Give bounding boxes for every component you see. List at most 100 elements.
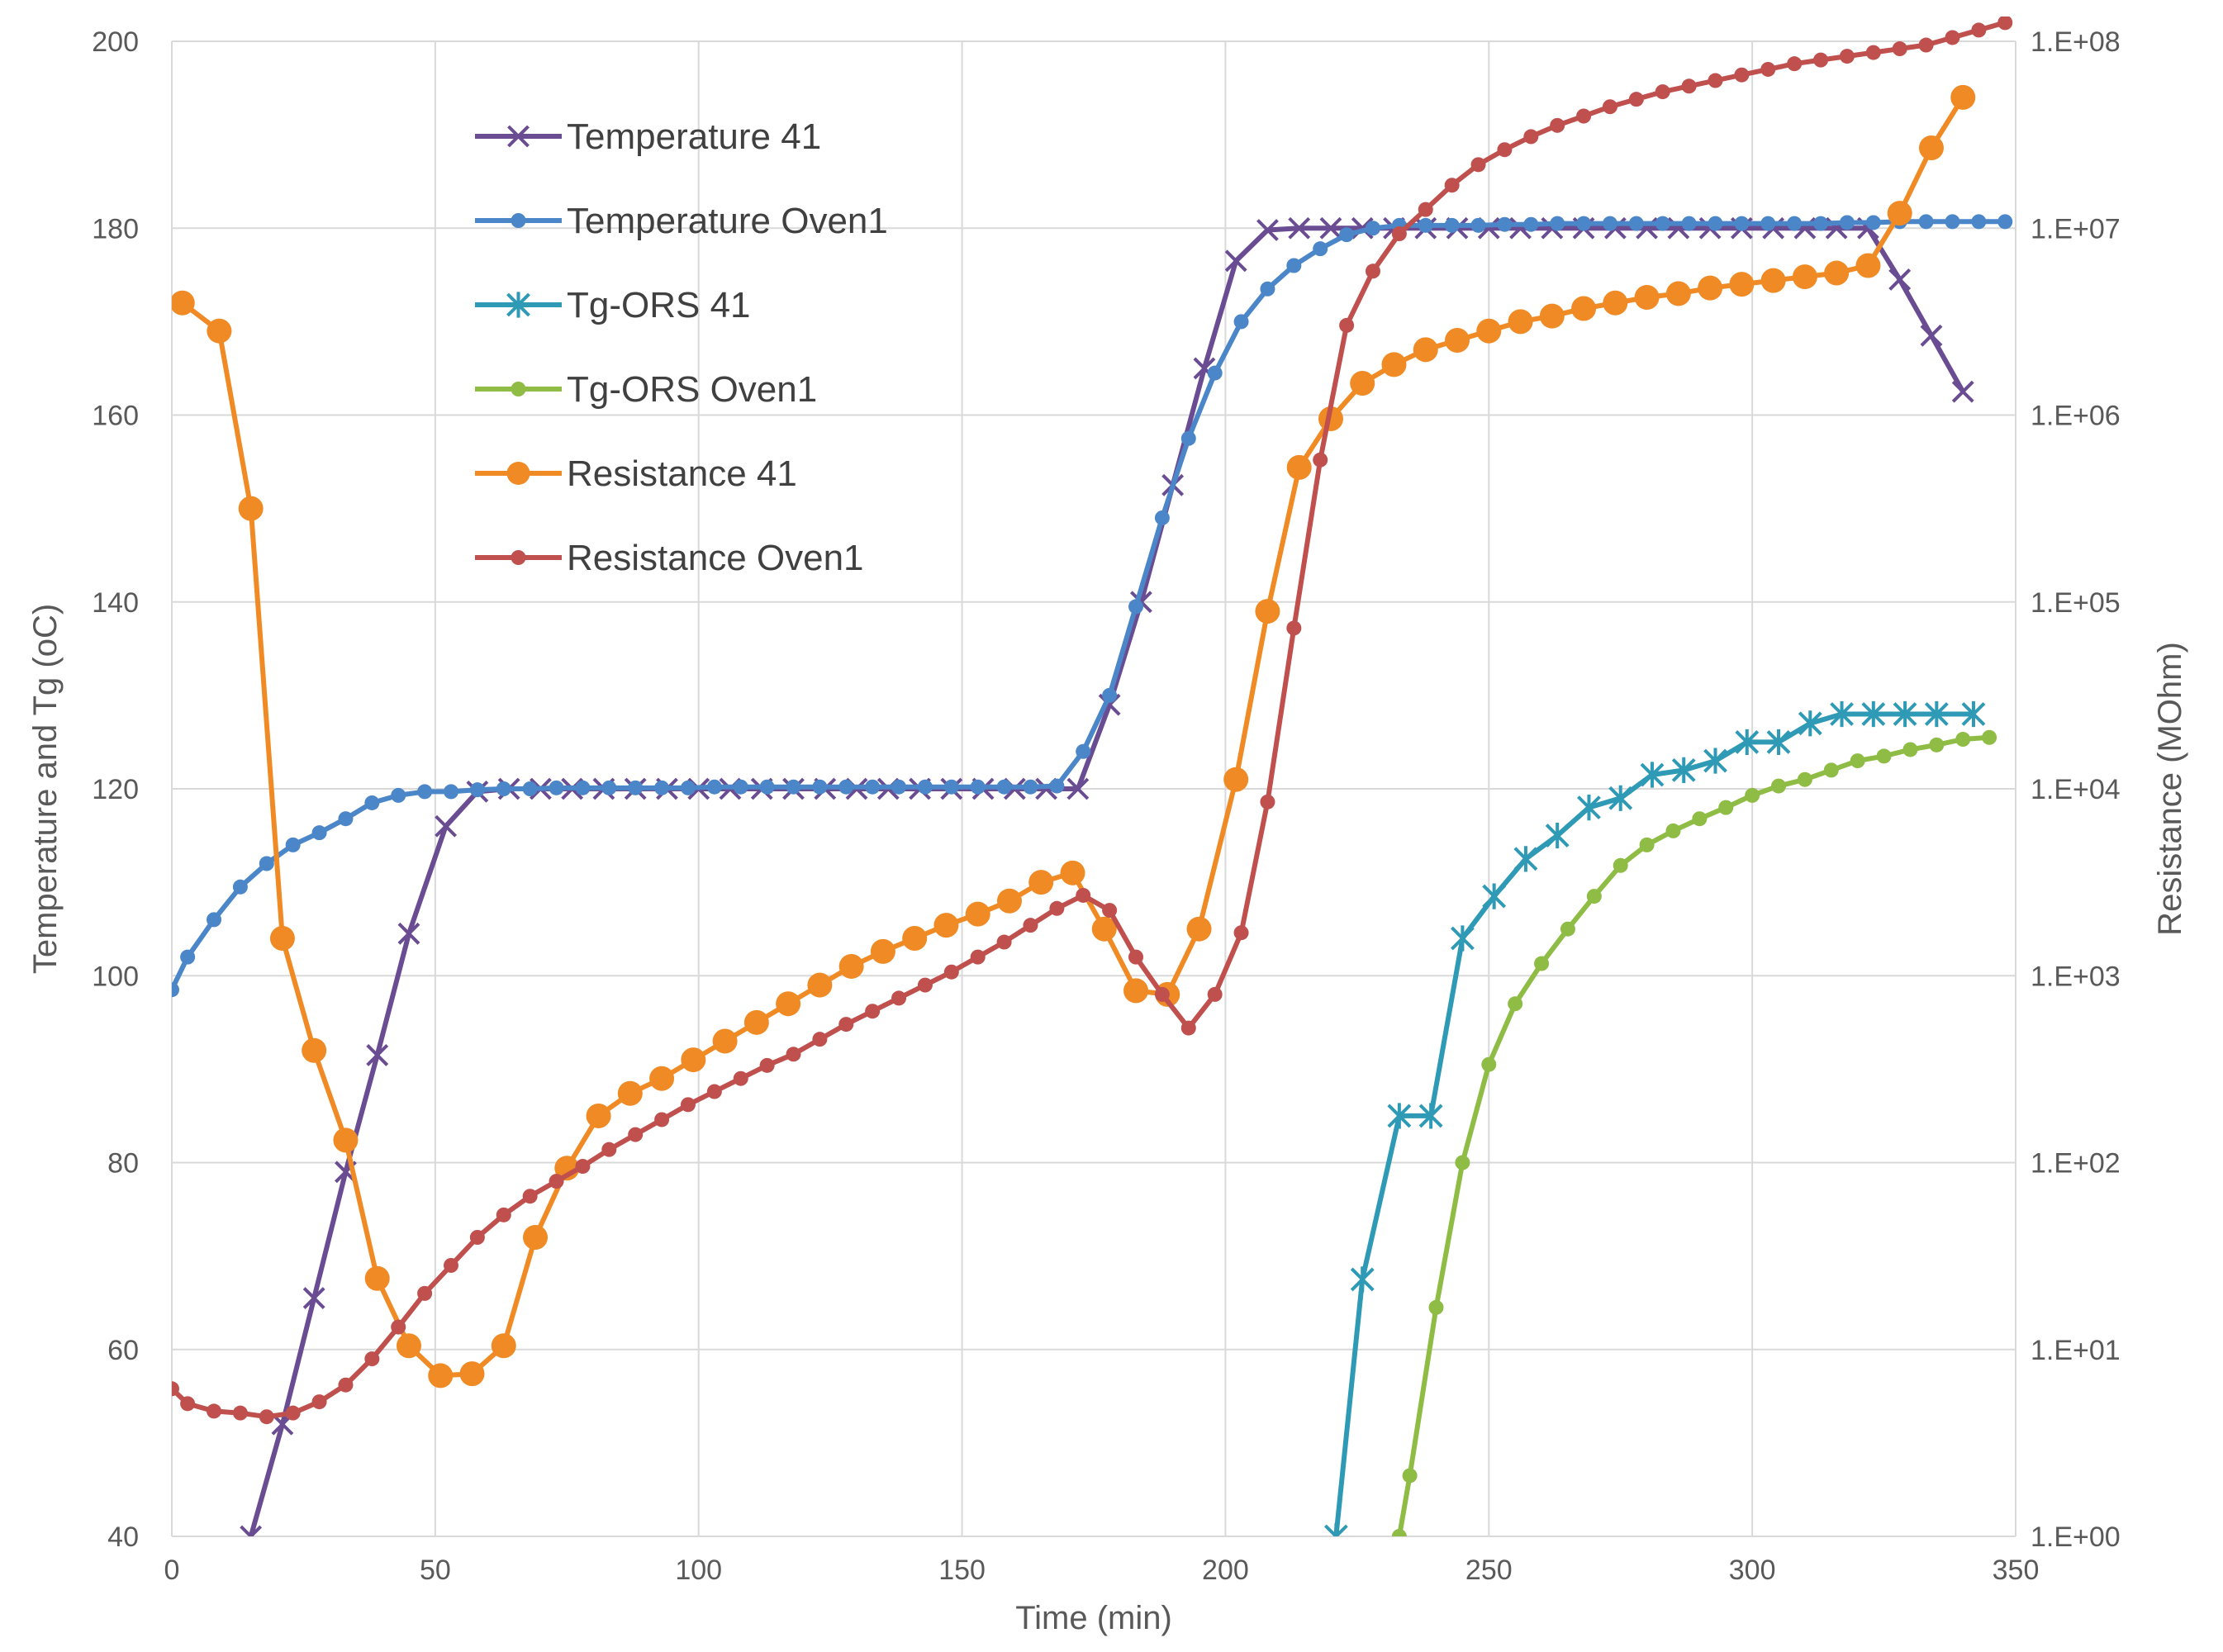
data-point bbox=[1945, 214, 1960, 230]
data-point bbox=[1902, 742, 1918, 757]
data-point bbox=[1233, 314, 1249, 330]
data-point bbox=[1760, 61, 1776, 77]
y2-tick-label: 1.E+04 bbox=[2031, 774, 2121, 805]
data-point bbox=[838, 779, 854, 795]
data-point bbox=[522, 1189, 538, 1204]
legend-entry: Resistance 41 bbox=[475, 453, 797, 494]
data-point bbox=[1698, 275, 1723, 301]
data-point bbox=[302, 1287, 325, 1309]
data-point bbox=[1924, 700, 1949, 728]
data-point bbox=[1550, 117, 1565, 133]
y2-tick-label: 1.E+01 bbox=[2031, 1335, 2121, 1366]
data-point bbox=[1381, 352, 1407, 377]
data-point bbox=[417, 784, 433, 800]
data-point bbox=[269, 926, 295, 951]
data-point bbox=[428, 1363, 454, 1389]
data-point bbox=[1771, 778, 1787, 794]
data-point bbox=[1961, 700, 1986, 728]
data-point bbox=[1703, 748, 1727, 774]
legend-entry: Resistance Oven1 bbox=[475, 538, 864, 578]
data-point bbox=[1665, 281, 1691, 306]
data-point bbox=[338, 811, 354, 827]
data-point bbox=[1223, 767, 1249, 792]
data-point bbox=[996, 934, 1012, 950]
data-point bbox=[1655, 216, 1670, 231]
series-line bbox=[172, 20, 2008, 1420]
legend-marker bbox=[506, 462, 530, 485]
data-point bbox=[232, 879, 248, 895]
data-point bbox=[496, 1207, 511, 1222]
data-point bbox=[1224, 249, 1247, 273]
data-point bbox=[1497, 142, 1513, 158]
data-point bbox=[1865, 215, 1881, 230]
data-point bbox=[1787, 56, 1803, 72]
data-point bbox=[1444, 178, 1460, 193]
data-point bbox=[1091, 916, 1117, 942]
data-point bbox=[1950, 84, 1976, 110]
data-point bbox=[311, 1394, 327, 1410]
y-tick-label: 120 bbox=[92, 774, 139, 805]
data-point bbox=[706, 1084, 722, 1099]
data-point bbox=[891, 990, 907, 1006]
data-point bbox=[1813, 216, 1829, 231]
data-point bbox=[285, 837, 301, 852]
data-point bbox=[1028, 870, 1054, 895]
data-point bbox=[469, 1230, 485, 1245]
y2-tick-label: 1.E+08 bbox=[2031, 26, 2121, 58]
data-point bbox=[586, 1103, 611, 1128]
data-point bbox=[364, 1265, 390, 1291]
y-tick-label: 160 bbox=[92, 401, 139, 432]
data-point bbox=[391, 787, 406, 803]
data-point bbox=[549, 1174, 564, 1189]
data-point bbox=[996, 779, 1012, 795]
data-point bbox=[1545, 822, 1570, 849]
data-point bbox=[1918, 135, 1944, 160]
x-tick-label: 0 bbox=[164, 1555, 180, 1586]
data-point bbox=[1830, 700, 1854, 728]
data-point bbox=[1482, 883, 1507, 909]
data-point bbox=[865, 1004, 881, 1019]
series-line bbox=[1396, 734, 1993, 1536]
data-point bbox=[1888, 268, 1912, 291]
data-point bbox=[240, 1525, 263, 1536]
data-point bbox=[1920, 324, 1943, 347]
data-point bbox=[1613, 857, 1628, 873]
legend-marker bbox=[511, 213, 526, 228]
data-point bbox=[1823, 762, 1839, 778]
data-point bbox=[807, 972, 833, 998]
data-point bbox=[1539, 303, 1565, 329]
data-point bbox=[1286, 454, 1312, 480]
legend-label: Resistance Oven1 bbox=[567, 538, 864, 578]
x-tick-label: 250 bbox=[1465, 1555, 1513, 1586]
data-point bbox=[1639, 837, 1655, 852]
data-point bbox=[1577, 795, 1601, 821]
data-point bbox=[364, 1351, 380, 1367]
data-point bbox=[1418, 202, 1433, 217]
data-point bbox=[575, 1159, 591, 1175]
data-point bbox=[459, 1361, 485, 1387]
data-point bbox=[1861, 700, 1886, 728]
data-point bbox=[865, 779, 881, 795]
data-point bbox=[1602, 99, 1617, 115]
data-point bbox=[1523, 129, 1539, 145]
data-point bbox=[232, 1405, 248, 1421]
data-point bbox=[1128, 599, 1144, 615]
legend-marker bbox=[511, 382, 526, 396]
y-tick-label: 140 bbox=[92, 587, 139, 619]
data-point bbox=[391, 1319, 406, 1335]
data-point bbox=[1023, 779, 1038, 795]
data-point bbox=[1481, 1056, 1497, 1072]
data-point bbox=[207, 1403, 222, 1419]
data-point bbox=[681, 1047, 706, 1073]
data-point bbox=[1391, 226, 1407, 242]
data-point bbox=[1339, 317, 1355, 333]
data-point bbox=[1023, 918, 1038, 933]
data-point bbox=[628, 780, 644, 795]
data-point bbox=[970, 779, 986, 795]
data-point bbox=[172, 1381, 179, 1397]
data-point bbox=[523, 1225, 549, 1250]
data-point bbox=[575, 780, 591, 795]
data-point bbox=[1534, 956, 1550, 971]
